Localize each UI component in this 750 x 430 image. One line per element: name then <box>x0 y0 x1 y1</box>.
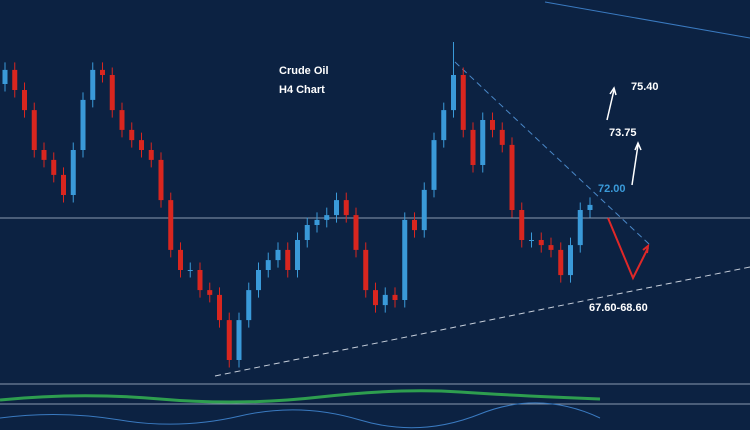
candle-body <box>314 219 320 225</box>
indicator-histogram <box>0 389 601 404</box>
arrow-head <box>609 86 617 96</box>
candle-body <box>499 129 505 145</box>
candle-body <box>402 219 408 300</box>
candle-body <box>304 225 310 240</box>
candle-body <box>256 270 261 291</box>
candle-body <box>519 210 525 240</box>
level-label: 72.00 <box>598 183 626 195</box>
candle-body <box>353 215 359 250</box>
candle-body <box>70 150 76 195</box>
up-arrow <box>631 144 639 186</box>
candle-body <box>178 249 183 270</box>
candle-body <box>158 159 164 201</box>
candle-body <box>392 294 398 300</box>
candle-body <box>109 75 115 111</box>
candle-body <box>451 75 456 111</box>
candle-body <box>148 150 154 160</box>
support-trendline <box>214 266 750 377</box>
candle-body <box>480 120 486 165</box>
candle-body <box>31 110 37 150</box>
candle-body <box>41 150 47 160</box>
candle-body <box>22 90 27 111</box>
arrow-head <box>642 243 650 254</box>
candle-body <box>558 249 564 276</box>
candle-body <box>421 189 427 231</box>
candle-body <box>382 294 388 306</box>
candle-body <box>529 240 534 241</box>
candle-body <box>197 270 203 291</box>
candle-body <box>324 215 330 220</box>
candle-body <box>226 320 232 360</box>
candle-body <box>207 290 213 295</box>
candle-body <box>217 294 222 321</box>
candle-body <box>334 200 339 216</box>
candle-body <box>12 69 18 90</box>
candle-body <box>538 240 544 246</box>
candle-body <box>187 270 193 271</box>
resistance-trendline <box>454 61 651 246</box>
candle-body <box>343 200 349 216</box>
candle-body <box>295 240 300 270</box>
candle-body <box>470 129 476 165</box>
candle-body <box>80 99 86 150</box>
candle-body <box>490 120 495 130</box>
target-label: 75.40 <box>631 81 659 93</box>
candle-body <box>100 69 105 75</box>
candle-body <box>246 290 252 321</box>
candle-body <box>90 69 96 100</box>
candle-body <box>373 290 378 306</box>
support-label: 67.60-68.60 <box>589 302 648 314</box>
candle-body <box>363 249 369 291</box>
candle-body <box>129 129 135 141</box>
candle-body <box>2 69 8 84</box>
upper-trendline <box>544 1 750 39</box>
candle-body <box>51 159 57 175</box>
candle-body <box>412 219 417 231</box>
candle-body <box>236 320 242 360</box>
candle-body <box>139 140 144 150</box>
candle-body <box>275 249 281 261</box>
down-arrow-path <box>607 217 649 281</box>
candle-body <box>285 249 291 270</box>
indicator-line <box>0 402 601 429</box>
candle-body <box>61 174 66 195</box>
candle-body <box>509 144 515 210</box>
candle-body <box>431 140 437 190</box>
candle-body <box>265 260 271 270</box>
up-arrow <box>606 89 615 121</box>
candle-body <box>587 204 593 210</box>
target-label: 73.75 <box>609 127 637 139</box>
arrow-head <box>634 141 642 151</box>
candle-body <box>441 110 447 141</box>
chart-title: Crude Oil <box>279 65 329 77</box>
candle-body <box>460 75 466 130</box>
candle-body <box>577 210 583 246</box>
candle-body <box>119 110 125 130</box>
candle-body <box>568 245 573 276</box>
chart-subtitle: H4 Chart <box>279 84 325 96</box>
candle-body <box>168 200 174 250</box>
candle-body <box>548 245 554 250</box>
